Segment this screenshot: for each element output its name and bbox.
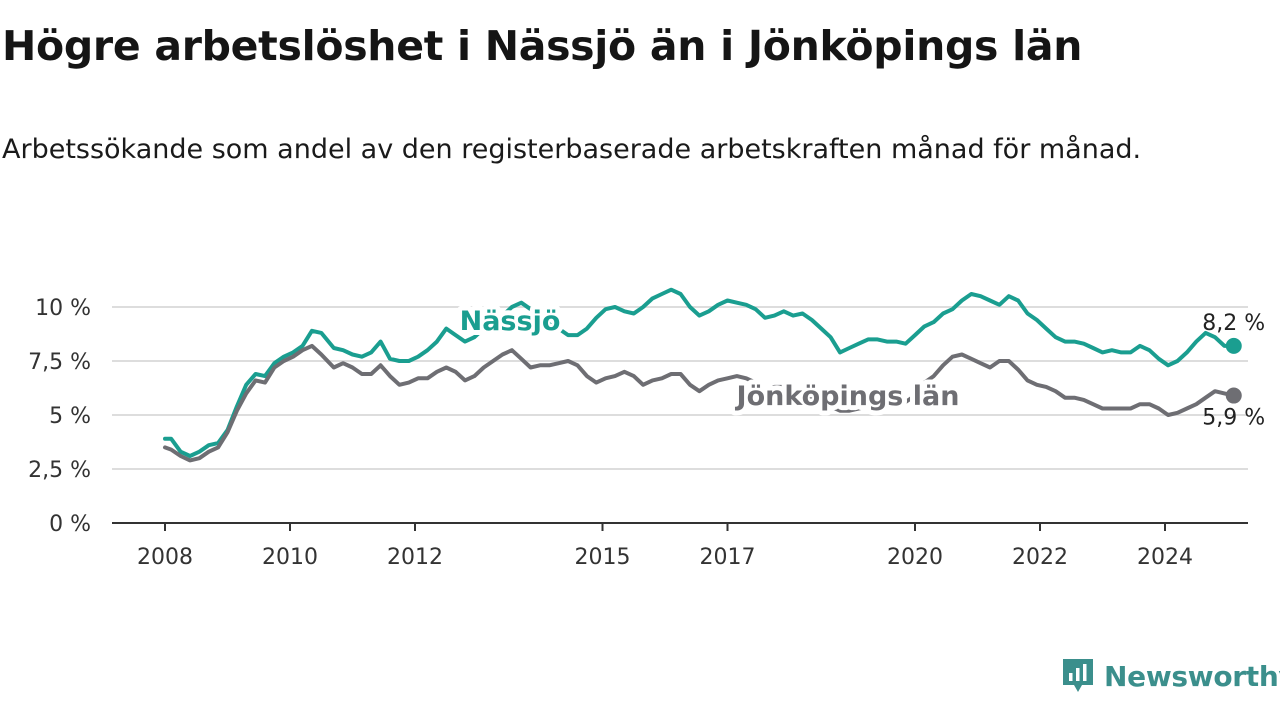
series-endpoint-jonkopings-lan <box>1225 387 1242 404</box>
x-tick-label: 2022 <box>1012 545 1068 570</box>
x-tick-label: 2020 <box>887 545 943 570</box>
series-endpoint-nassjo <box>1225 337 1242 354</box>
gridlines <box>112 306 1248 470</box>
y-tick-label: 5 % <box>49 404 91 429</box>
axes: 0 % 2,5 % 5 % 7,5 % 10 % 2008 2010 2012 2015 2017… <box>28 296 1248 570</box>
y-tick-label: 0 % <box>49 512 91 537</box>
x-tick-label: 2017 <box>700 545 756 570</box>
series-labels: 8,2 % 5,9 % Nässjö Jönköpings län <box>455 301 1266 431</box>
end-value-label-nassjo: 8,2 % <box>1202 311 1265 336</box>
line-chart: 0 % 2,5 % 5 % 7,5 % 10 % 2008 2010 2012 2015 2017… <box>28 287 1266 570</box>
x-tick-label: 2015 <box>575 545 631 570</box>
y-tick-label: 7,5 % <box>28 350 91 375</box>
x-tick-label: 2008 <box>137 545 193 570</box>
series-lines <box>163 287 1242 463</box>
chart-subtitle: Arbetssökande som andel av den registerb… <box>2 134 1142 165</box>
series-line-nassjo <box>163 287 1236 458</box>
y-tick-label: 2,5 % <box>28 458 91 483</box>
chart-title: Högre arbetslöshet i Nässjö än i Jönköpi… <box>2 22 1083 70</box>
brand-name: Newsworthy <box>1104 659 1280 693</box>
series-line-jonkopings-lan <box>163 343 1236 463</box>
newsworthy-logo: Newsworthy <box>1060 656 1280 696</box>
newsworthy-icon <box>1063 659 1093 692</box>
y-tick-label: 10 % <box>35 296 91 321</box>
series-name-label-nassjo: Nässjö <box>460 306 561 337</box>
x-tick-label: 2012 <box>387 545 443 570</box>
x-tick-label: 2010 <box>262 545 318 570</box>
end-value-label-jonkopings-lan: 5,9 % <box>1202 406 1265 431</box>
series-name-label-jonkopings-lan: Jönköpings län <box>735 381 960 412</box>
x-tick-label: 2024 <box>1137 545 1193 570</box>
